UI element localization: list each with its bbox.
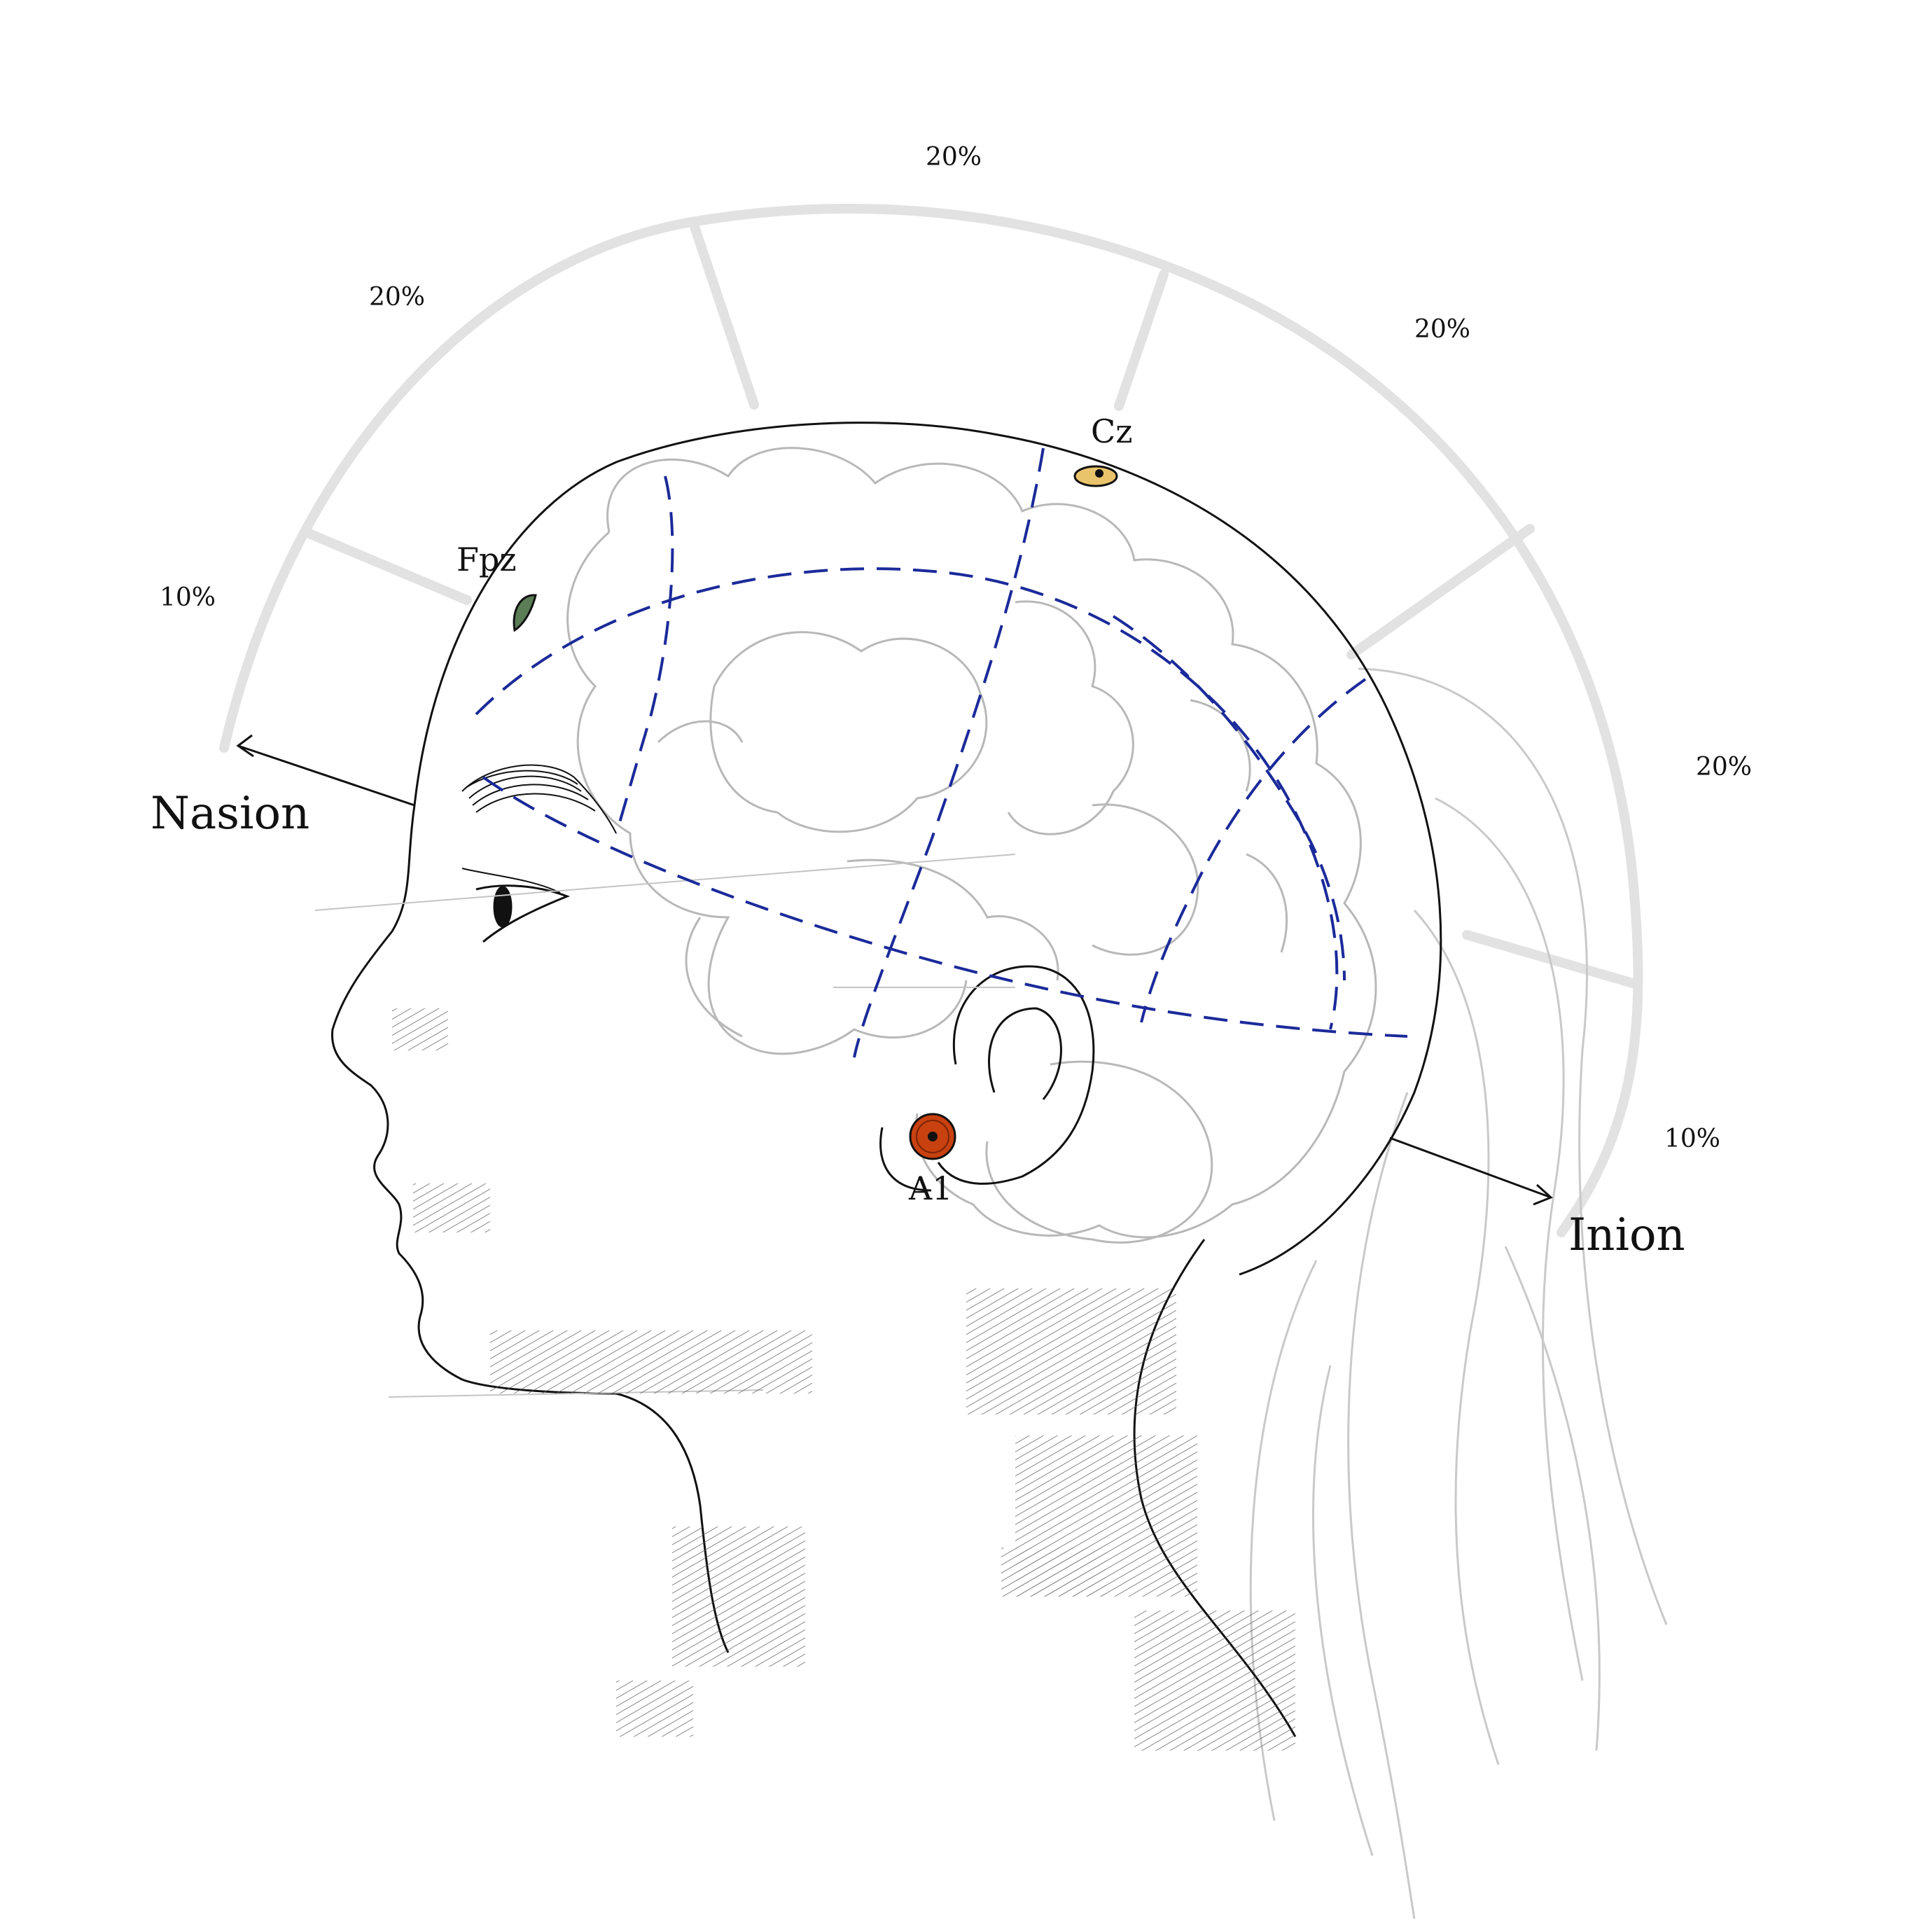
head-outline [330, 422, 1442, 1737]
electrode-cz: Cz [1073, 412, 1132, 487]
eye-sketch [461, 868, 571, 943]
electrode-grid-dashed [475, 447, 1408, 1058]
brain-sketch [566, 447, 1377, 1244]
nasion-label: Nasion [151, 788, 309, 840]
hair-sketch [1249, 667, 1668, 1919]
cz-label: Cz [1091, 412, 1132, 450]
seg-20-top-label: 20% [926, 143, 982, 172]
electrode-a1: A1 [908, 1113, 956, 1207]
eyebrow-sketch [461, 764, 617, 834]
fpz-label: Fpz [457, 541, 517, 578]
seg-20-b-label: 20% [1414, 315, 1470, 344]
measurement-arc [219, 204, 1643, 1237]
seg-20-a-label: 20% [369, 283, 425, 312]
fpz-marker [513, 594, 537, 632]
inion-arrow [1389, 1137, 1553, 1206]
a1-label: A1 [908, 1169, 953, 1207]
seg-10-back-label: 10% [1664, 1125, 1720, 1153]
seg-20-back-label: 20% [1696, 753, 1752, 781]
electrode-fpz: Fpz [457, 541, 537, 632]
nasion-arrow [236, 734, 415, 807]
cz-marker [1073, 465, 1118, 487]
shading-hatch [392, 1008, 1295, 1751]
inion-label: Inion [1568, 1209, 1685, 1261]
seg-10-front-label: 10% [160, 583, 216, 612]
